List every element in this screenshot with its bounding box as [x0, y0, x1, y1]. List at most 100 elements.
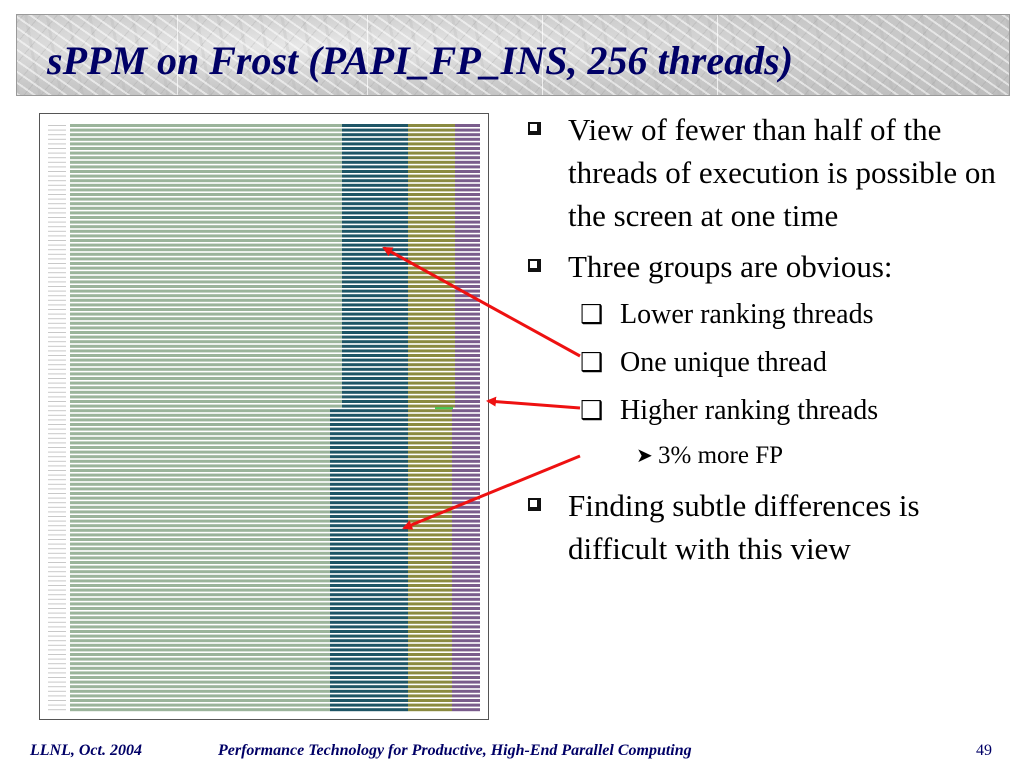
phase-d-segment — [452, 533, 480, 537]
phase-a-segment — [70, 510, 330, 514]
phase-b-segment — [330, 464, 408, 468]
phase-d-segment — [452, 515, 480, 518]
thread-label-mark — [48, 226, 66, 228]
thread-label-mark — [48, 322, 66, 324]
phase-d-segment — [452, 648, 480, 652]
phase-a-segment — [70, 538, 330, 541]
phase-c-segment — [408, 197, 455, 201]
phase-c-segment — [408, 593, 452, 597]
thread-label-mark — [48, 654, 66, 655]
phase-d-segment — [452, 625, 480, 629]
thread-label-mark — [48, 240, 66, 241]
phase-a-segment — [70, 358, 342, 362]
phase-c-segment — [408, 303, 455, 307]
phase-d-segment — [455, 331, 480, 334]
thread-label-mark — [48, 621, 66, 623]
thread-label-mark — [48, 286, 66, 287]
phase-c-segment — [408, 413, 452, 417]
phase-d-segment — [455, 179, 480, 183]
phase-c-segment — [408, 478, 452, 482]
thread-label-mark — [48, 364, 66, 366]
phase-a-segment — [70, 280, 342, 284]
phase-d-segment — [455, 124, 480, 127]
thread-label-mark — [48, 161, 66, 163]
phase-b-segment — [330, 487, 408, 491]
phase-d-segment — [452, 551, 480, 555]
phase-a-segment — [70, 211, 342, 215]
phase-a-segment — [70, 326, 342, 330]
phase-d-segment — [455, 193, 480, 196]
phase-d-segment — [452, 703, 480, 707]
phase-a-segment — [70, 441, 330, 445]
phase-c-segment — [408, 653, 452, 656]
phase-a-segment — [70, 151, 342, 155]
phase-a-segment — [70, 395, 342, 399]
phase-b-segment — [330, 643, 408, 647]
phase-d-segment — [452, 432, 480, 436]
phase-a-segment — [70, 653, 330, 656]
phase-c-segment — [408, 386, 455, 390]
phase-b-segment — [330, 455, 408, 459]
phase-b-segment — [330, 482, 408, 486]
phase-c-segment — [408, 216, 455, 219]
phase-b-segment — [342, 390, 408, 394]
circle-bullet-icon: ❑ — [580, 348, 604, 377]
thread-label-mark — [48, 571, 66, 573]
phase-d-segment — [455, 340, 480, 344]
phase-c-segment — [408, 708, 452, 712]
phase-b-segment — [342, 294, 408, 298]
thread-label-mark — [48, 626, 66, 628]
phase-d-segment — [455, 395, 480, 399]
thread-label-mark — [48, 534, 66, 536]
phase-b-segment — [330, 662, 408, 666]
thread-trace-view — [39, 113, 489, 720]
phase-b-segment — [330, 524, 408, 528]
thread-label-mark — [48, 373, 66, 375]
phase-c-segment — [408, 174, 455, 178]
phase-a-segment — [70, 565, 330, 569]
thread-label-mark — [48, 414, 66, 416]
phase-c-segment — [408, 473, 452, 477]
phase-b-segment — [342, 303, 408, 307]
phase-a-segment — [70, 418, 330, 422]
phase-b-segment — [342, 289, 408, 293]
thread-label-mark — [48, 424, 66, 425]
phase-b-segment — [330, 666, 408, 670]
phase-a-segment — [70, 657, 330, 661]
phase-a-segment — [70, 257, 342, 261]
phase-b-segment — [342, 248, 408, 252]
thread-label-mark — [48, 667, 66, 669]
phase-d-segment — [452, 643, 480, 647]
phase-a-segment — [70, 133, 342, 137]
phase-b-segment — [342, 285, 408, 288]
phase-a-segment — [70, 469, 330, 472]
phase-c-segment — [408, 252, 455, 256]
phase-d-segment — [452, 455, 480, 459]
thread-label-mark — [48, 125, 66, 126]
phase-d-segment — [452, 459, 480, 463]
phase-c-segment — [408, 616, 452, 620]
phase-b-segment — [330, 676, 408, 679]
phase-a-segment — [70, 142, 342, 146]
phase-a-segment — [70, 482, 330, 486]
phase-c-segment — [408, 340, 455, 344]
thread-label-mark — [48, 299, 66, 301]
thread-label-mark — [48, 474, 66, 476]
phase-b-segment — [330, 496, 408, 500]
thread-label-mark — [48, 217, 66, 218]
phase-b-segment — [330, 607, 408, 610]
phase-a-segment — [70, 298, 342, 302]
phase-a-segment — [70, 234, 342, 238]
thread-label-mark — [48, 350, 66, 352]
thread-label-mark — [48, 419, 66, 421]
thread-label-mark — [48, 695, 66, 697]
sub-bullet-item: ❑ One unique thread — [520, 344, 1010, 382]
phase-a-segment — [70, 620, 330, 624]
thread-label-mark — [48, 612, 66, 614]
phase-a-segment — [70, 248, 342, 252]
thread-label-mark — [48, 460, 66, 462]
phase-c-segment — [408, 538, 452, 541]
phase-b-segment — [342, 202, 408, 206]
phase-b-segment — [330, 625, 408, 629]
phase-d-segment — [452, 630, 480, 633]
